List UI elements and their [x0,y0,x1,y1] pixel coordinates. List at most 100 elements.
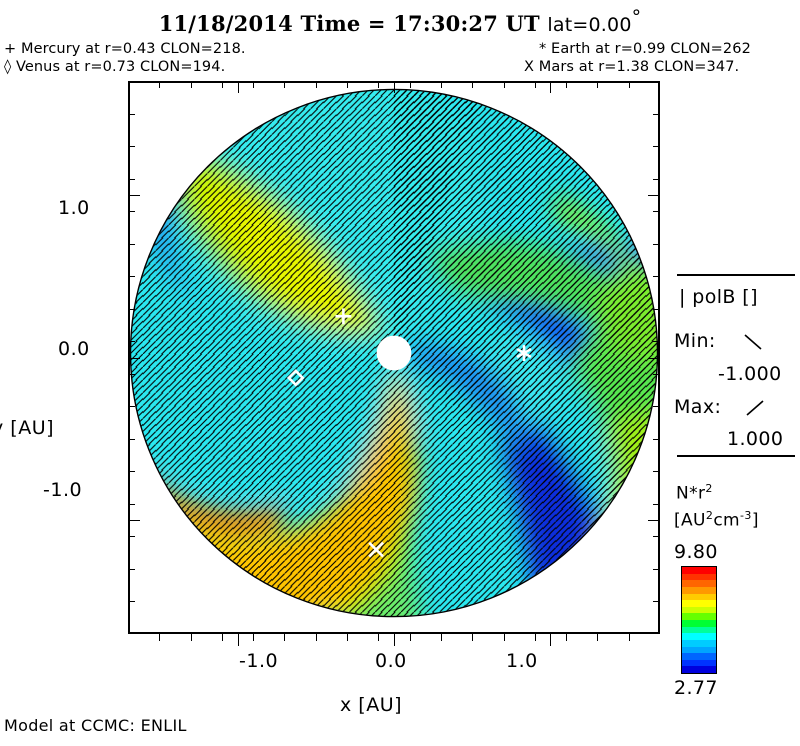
x-major-tick-top [237,81,239,93]
x-minor-tick [503,634,505,641]
x-minor-tick [440,634,442,641]
units-exponent-1: 2 [705,509,714,522]
x-minor-tick-top [221,81,223,88]
y-minor-tick [128,211,135,213]
title-lat-value: 0.00 [588,14,632,36]
y-minor-tick-right [653,503,660,505]
y-minor-tick-right [653,601,660,603]
slash-hatch-icon [746,400,764,416]
x-minor-tick-top [253,81,255,88]
page-title: 11/18/2014 Time = 17:30:27 UT lat=0.00° [0,6,800,36]
polb-min-label: Min: [674,330,716,352]
x-major-tick-top [550,81,552,93]
x-minor-tick-top [628,81,630,88]
y-minor-tick-right [653,438,660,440]
x-minor-tick [315,634,317,641]
x-minor-tick [159,634,161,641]
colorbar-band-13 [682,653,716,660]
earth-marker [516,345,532,361]
y-minor-tick [128,341,135,343]
x-minor-tick [221,634,223,641]
polb-max-value: 1.000 [727,428,784,450]
colorbar-min-value: 2.77 [674,677,718,699]
heliosphere-plot [128,81,660,634]
units-exponent-2: -3 [740,509,752,522]
x-minor-tick-top [566,81,568,88]
y-minor-tick [128,601,135,603]
x-axis-label: x [AU] [340,694,403,716]
x-minor-tick-top [503,81,505,88]
planet-info-venus: ◊ Venus at r=0.73 CLON=194. [4,59,226,75]
x-major-tick-top [394,81,395,93]
colorbar-band-4 [682,593,716,601]
colorbar-band-5 [682,600,716,607]
planet-info-mercury: + Mercury at r=0.43 CLON=218. [4,41,246,57]
y-minor-tick [128,276,135,278]
units-middle: cm [713,510,741,531]
colorbar-band-8 [682,620,716,627]
y-minor-tick-right [653,113,660,115]
x-minor-tick-top [190,81,192,88]
y-minor-tick-right [653,471,660,473]
x-minor-tick [566,634,568,641]
y-minor-tick [128,438,135,440]
mars-marker [368,541,384,558]
planet-info-earth: * Earth at r=0.99 CLON=262 [539,41,751,57]
x-major-tick [237,634,239,646]
y-minor-tick [128,308,135,310]
y-minor-tick-right [653,568,660,570]
title-time: 17:30:27 [393,11,499,36]
x-tick-label-minus1: -1.0 [239,650,279,672]
y-minor-tick [128,113,135,115]
y-major-tick-right [648,357,660,359]
colorbar-band-14 [682,659,716,667]
colorbar-max-value: 9.80 [674,541,718,563]
colorbar-title-exponent: 2 [705,482,713,495]
units-suffix: ] [751,510,759,531]
y-minor-tick-right [653,373,660,375]
title-time-label: Time = [300,11,386,36]
y-minor-tick [128,178,135,180]
y-major-tick-right [648,194,660,196]
colorbar-units: [AU2cm-3] [674,509,759,531]
y-major-tick [128,357,140,359]
title-ut: UT [505,11,540,36]
x-minor-tick [253,634,255,641]
y-minor-tick-right [653,243,660,245]
legend-divider-bottom [677,455,795,457]
x-minor-tick [190,634,192,641]
degree-sign: ° [631,6,642,28]
mercury-marker [335,308,352,325]
y-minor-tick [128,503,135,505]
x-minor-tick-top [472,81,474,88]
colorbar-band-10 [682,633,716,640]
x-minor-tick-top [284,81,286,88]
y-minor-tick-right [653,146,660,148]
x-minor-tick [628,634,630,641]
x-minor-tick-top [597,81,599,88]
colorbar-title-text: N*r [676,483,706,504]
title-date: 11/18/2014 [158,11,293,36]
polb-min-value: -1.000 [718,363,782,385]
y-minor-tick [128,243,135,245]
y-major-tick-right [648,520,660,522]
y-major-tick [128,520,140,522]
colorbar-band-2 [682,580,716,587]
sun-marker [376,335,412,371]
y-minor-tick-right [653,211,660,213]
y-minor-tick-right [653,308,660,310]
colorbar-band-7 [682,613,716,620]
x-minor-tick [347,634,349,641]
y-minor-tick-right [653,536,660,538]
y-minor-tick-right [653,178,660,180]
model-attribution: Model at CCMC: ENLIL [4,716,187,735]
y-minor-tick [128,146,135,148]
y-minor-tick-right [653,276,660,278]
y-tick-label-1: 1.0 [58,197,90,219]
venus-marker [286,369,305,387]
y-tick-label-0: 0.0 [58,338,90,360]
colorbar-band-9 [682,626,716,634]
colorbar-title: N*r2 [676,482,713,504]
backslash-hatch-icon [744,334,762,350]
polb-label: | polB [] [679,286,758,308]
